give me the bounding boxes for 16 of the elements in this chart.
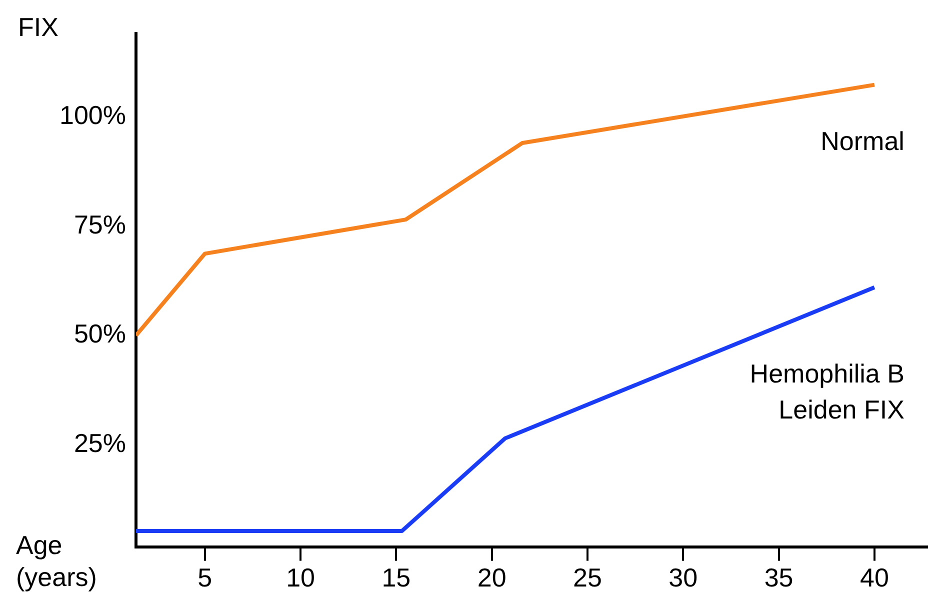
series-label: Hemophilia B Leiden FIX [750,358,904,425]
y-axis-title: FIX [18,12,58,42]
x-tick-label: 5 [198,562,212,593]
series-label: Normal [820,126,904,156]
x-tick-label: 15 [382,562,411,593]
x-tick-label: 30 [668,562,698,593]
y-tick-label: 75% [74,209,126,240]
x-axis-title: Age (years) [16,530,97,592]
y-tick-label: 50% [74,318,126,349]
y-tick-label: 100% [60,100,126,130]
x-tick-label: 40 [860,562,889,593]
x-tick-label: 10 [286,562,315,593]
x-tick-label: 25 [573,562,602,593]
x-tick-label: 35 [764,562,794,593]
y-tick-label: 25% [74,428,126,458]
x-tick-label: 20 [477,562,506,593]
